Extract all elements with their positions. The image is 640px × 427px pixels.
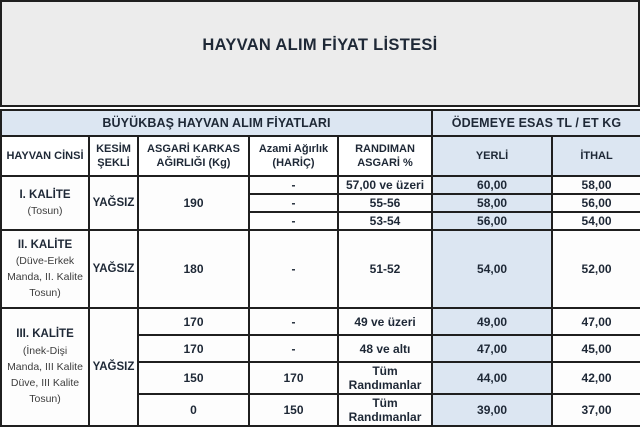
banner-left-label: BÜYÜKBAŞ HAYVAN ALIM FİYATLARI	[0, 109, 434, 137]
cell-azami: -	[248, 229, 339, 309]
cell-ithal: 52,00	[551, 229, 640, 309]
cell-yerli: 39,00	[431, 393, 554, 427]
col-header-kesim-sekli: KESİM ŞEKLİ	[88, 135, 139, 177]
cell-ithal: 42,00	[551, 361, 640, 395]
cell-randiman: Tüm Randımanlar	[336, 361, 434, 395]
cell-azami: -	[248, 175, 339, 195]
cell-yerli: 54,00	[431, 229, 554, 309]
cell-ithal: 58,00	[551, 175, 640, 195]
col-header-ithal: İTHAL	[551, 135, 640, 177]
cell-ithal: 37,00	[551, 393, 640, 427]
cell-asgari: 170	[137, 307, 250, 336]
table-row: -53-54 56,00 54,00	[1, 211, 640, 231]
table-row: III. KALİTE (İnek-Dişi Manda, III Kalite …	[0, 307, 640, 427]
cell-azami: -	[248, 307, 339, 336]
cell-azami: -	[248, 334, 339, 363]
cell-yerli: 44,00	[431, 361, 554, 395]
section-name-cell: II. KALİTE (Düve-Erkek Manda, II. Kalite …	[0, 229, 90, 309]
title-box: HAYVAN ALIM FİYAT LİSTESİ	[0, 0, 640, 107]
cell-azami: 170	[248, 361, 339, 395]
col-header-azami-agirlik: Azami Ağırlık (HARİÇ)	[248, 135, 339, 177]
cell-asgari: 0	[137, 393, 250, 427]
cell-randiman: 51-52	[336, 229, 434, 309]
cell-kesim: YAĞSIZ	[88, 229, 139, 309]
col-header-asgari-karkas: ASGARİ KARKAS AĞIRLIĞI (Kg)	[137, 135, 250, 177]
cell-asgari: 150	[137, 361, 250, 395]
column-header-row: HAYVAN CİNSİ KESİM ŞEKLİ ASGARİ KARKAS A…	[0, 135, 640, 177]
cell-azami: 150	[248, 393, 339, 427]
banner-row: BÜYÜKBAŞ HAYVAN ALIM FİYATLARI ÖDEMEYE E…	[0, 109, 640, 137]
cell-ithal: 54,00	[551, 211, 640, 231]
cell-ithal: 45,00	[551, 334, 640, 363]
section-name-cell: III. KALİTE (İnek-Dişi Manda, III Kalite …	[0, 307, 90, 427]
table-row: II. KALİTE (Düve-Erkek Manda, II. Kalite …	[0, 229, 640, 309]
cell-azami: -	[248, 211, 339, 231]
cell-ithal: 56,00	[551, 193, 640, 213]
table-row: 170-48 ve altı 47,00 45,00	[1, 334, 640, 363]
section-name: II. KALİTE	[17, 238, 73, 251]
cell-randiman: 55-56	[336, 193, 434, 213]
cell-randiman: 53-54	[336, 211, 434, 231]
col-header-hayvan-cinsi: HAYVAN CİNSİ	[0, 135, 90, 177]
section-subname: (Düve-Erkek Manda, II. Kalite Tosun)	[7, 254, 83, 300]
table-row: 150 170 Tüm Randımanlar 44,00 42,00	[1, 361, 640, 395]
cell-randiman: 48 ve altı	[336, 334, 434, 363]
section-name: I. KALİTE	[19, 188, 71, 201]
col-header-randiman: RANDIMAN ASGARİ %	[336, 135, 434, 177]
banner-right-label: ÖDEMEYE ESAS TL / ET KG	[431, 109, 640, 137]
section-name: III. KALİTE	[16, 328, 74, 341]
cell-yerli: 47,00	[431, 334, 554, 363]
price-table: BÜYÜKBAŞ HAYVAN ALIM FİYATLARI ÖDEMEYE E…	[0, 109, 640, 427]
cell-asgari: 190	[137, 175, 250, 231]
table-row: -55-56 58,00 56,00	[1, 193, 640, 213]
cell-randiman: 57,00 ve üzeri	[336, 175, 434, 195]
cell-yerli: 56,00	[431, 211, 554, 231]
cell-yerli: 58,00	[431, 193, 554, 213]
section-subname: (İnek-Dişi Manda, III Kalite Düve, III K…	[7, 344, 83, 406]
cell-yerli: 49,00	[431, 307, 554, 336]
section-subname: (Tosun)	[27, 204, 63, 217]
cell-kesim: YAĞSIZ	[88, 307, 139, 427]
table-row: I. KALİTE (Tosun) YAĞSIZ 190-57,00 ve üzeri…	[0, 175, 640, 231]
cell-kesim: YAĞSIZ	[88, 175, 139, 231]
page-title: HAYVAN ALIM FİYAT LİSTESİ	[202, 36, 438, 54]
cell-ithal: 47,00	[551, 307, 640, 336]
cell-asgari: 180	[137, 229, 250, 309]
col-header-yerli: YERLİ	[431, 135, 554, 177]
cell-asgari: 170	[137, 334, 250, 363]
cell-azami: -	[248, 193, 339, 213]
cell-yerli: 60,00	[431, 175, 554, 195]
cell-randiman: 49 ve üzeri	[336, 307, 434, 336]
section-name-cell: I. KALİTE (Tosun)	[0, 175, 90, 231]
cell-randiman: Tüm Randımanlar	[336, 393, 434, 427]
